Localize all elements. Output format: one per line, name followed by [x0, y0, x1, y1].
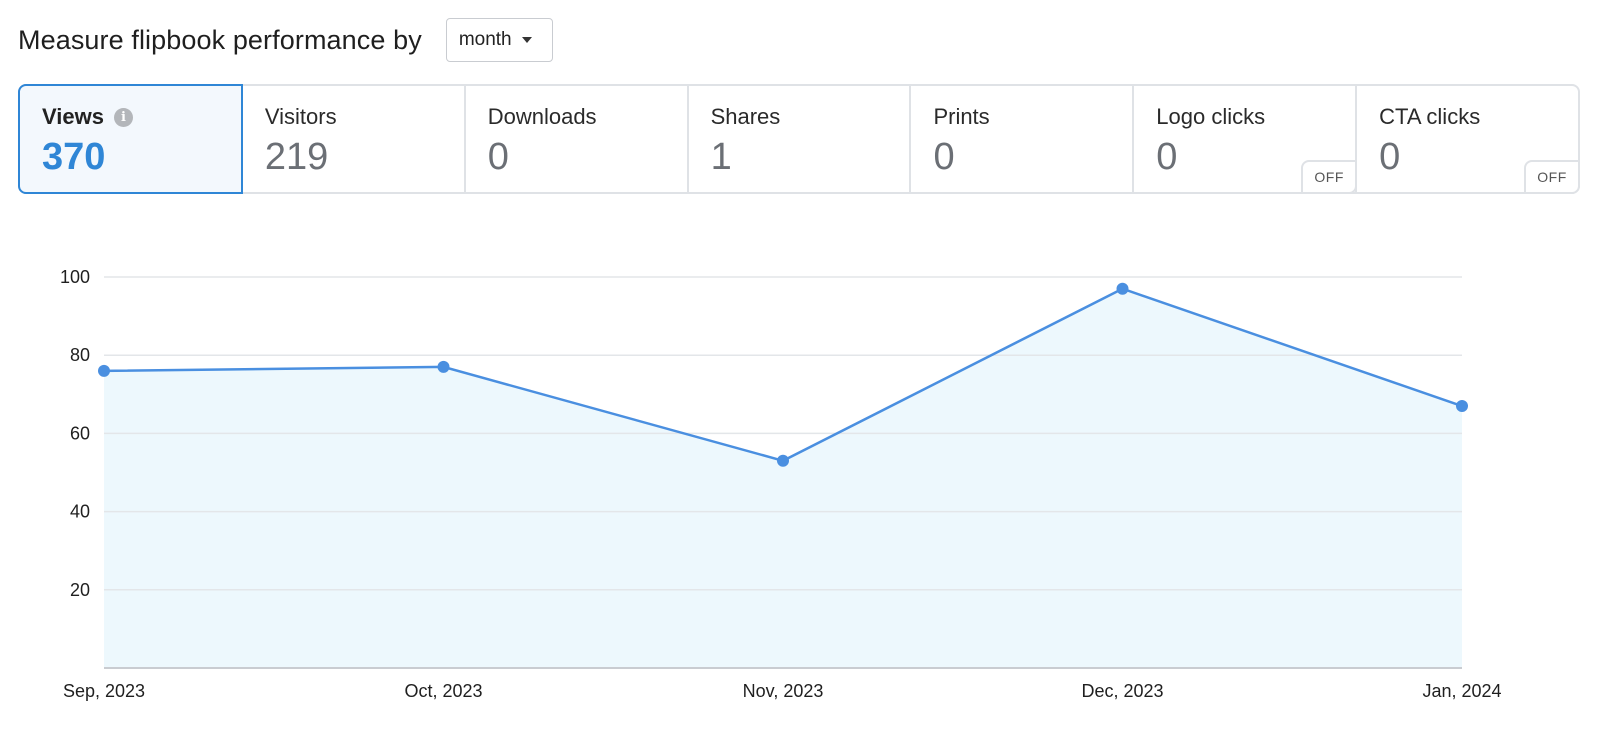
x-tick-label: Oct, 2023 [404, 681, 482, 701]
metric-label: Downloads [487, 104, 597, 129]
chart-area-fill [104, 288, 1462, 668]
metric-label: Logo clicks [1156, 104, 1266, 129]
y-tick-label: 80 [70, 345, 90, 365]
metric-label: CTA clicks [1379, 104, 1481, 129]
metrics-tabs: Views i 370 Visitors 219 Downloads 0 Sha… [18, 84, 1581, 194]
cta-clicks-off-toggle[interactable]: OFF [1524, 160, 1581, 194]
metric-tab-prints[interactable]: Prints 0 [911, 86, 1135, 192]
metric-tab-downloads[interactable]: Downloads 0 [465, 86, 689, 192]
metric-value: 370 [42, 136, 106, 178]
metric-value: 0 [933, 136, 955, 178]
metric-label: Visitors [264, 104, 337, 129]
metric-tab-cta-clicks[interactable]: CTA clicks 0 OFF [1357, 86, 1581, 194]
info-icon[interactable]: i [113, 107, 133, 127]
views-chart: 20 40 60 80 100 Sep, 2023 Oct, 2023 Nov, 2023 De… [60, 267, 1502, 701]
caret-down-icon [521, 37, 532, 43]
metric-value: 219 [264, 136, 329, 178]
data-point [1116, 282, 1129, 295]
logo-clicks-off-toggle[interactable]: OFF [1301, 160, 1358, 194]
data-point [98, 364, 110, 377]
header: Measure flipbook performance by month [18, 18, 553, 62]
metric-tab-shares[interactable]: Shares 1 [688, 86, 912, 192]
y-tick-label: 100 [60, 267, 90, 287]
x-tick-label: Sep, 2023 [63, 681, 145, 701]
data-point [437, 360, 450, 373]
page-title: Measure flipbook performance by [18, 24, 422, 55]
data-point [777, 454, 789, 467]
metric-value: 0 [1379, 136, 1401, 178]
data-point [1456, 400, 1468, 413]
x-tick-label: Nov, 2023 [743, 681, 824, 701]
y-tick-label: 40 [70, 502, 90, 522]
metric-tab-logo-clicks[interactable]: Logo clicks 0 OFF [1134, 86, 1358, 194]
metric-label: Shares [710, 104, 781, 129]
y-tick-label: 20 [70, 580, 90, 600]
metric-label: Views [42, 104, 104, 129]
x-tick-label: Dec, 2023 [1081, 681, 1163, 701]
x-tick-label: Jan, 2024 [1422, 681, 1501, 701]
metric-value: 1 [710, 136, 732, 178]
period-select-value: month [458, 29, 512, 50]
metric-label: Prints [933, 104, 990, 129]
metric-tab-visitors[interactable]: Visitors 219 [242, 86, 466, 192]
metric-value: 0 [487, 136, 509, 178]
y-tick-label: 60 [70, 423, 90, 443]
metric-tab-views[interactable]: Views i 370 [18, 84, 243, 194]
period-select[interactable]: month [445, 18, 553, 62]
metric-value: 0 [1156, 136, 1178, 178]
